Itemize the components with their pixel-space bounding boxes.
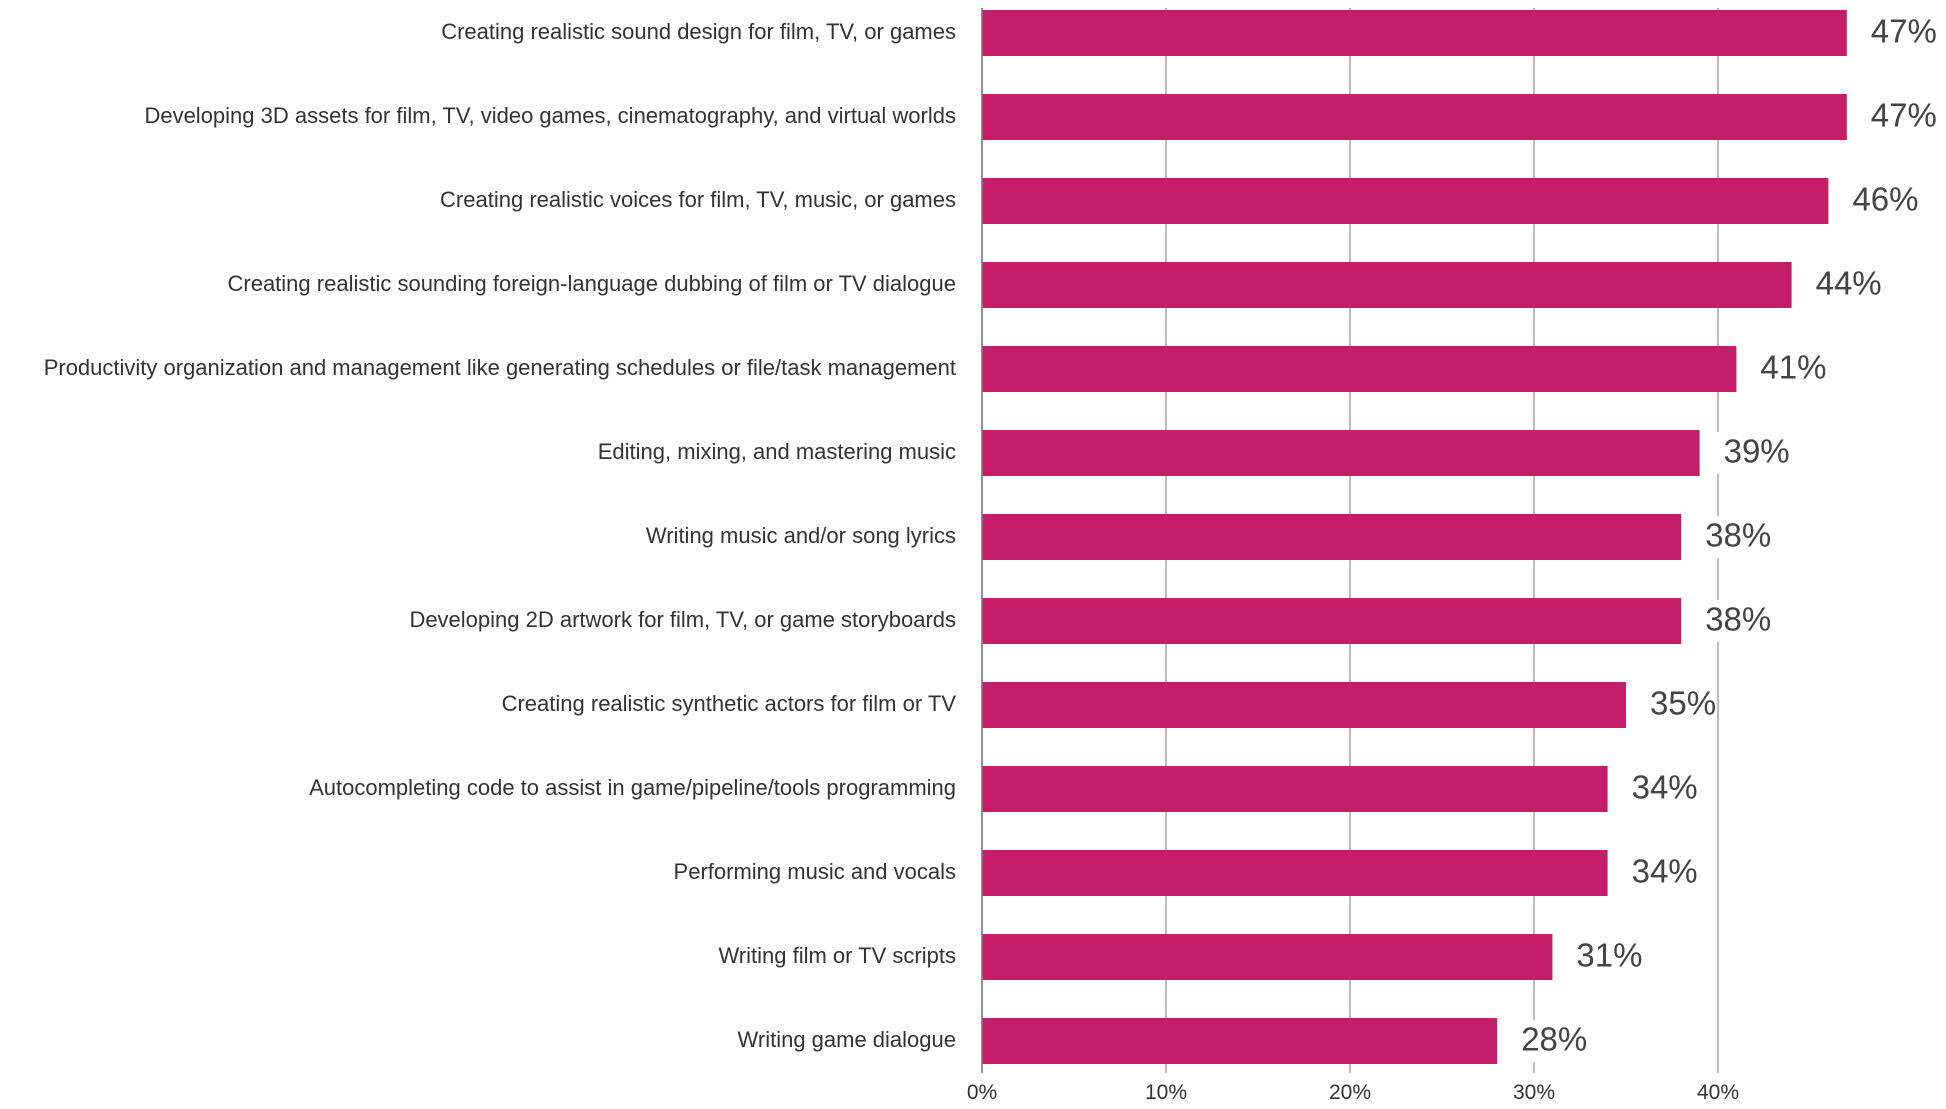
value-label-10: 34% [1632,853,1698,890]
category-label-3: Creating realistic sounding foreign-lang… [228,271,957,296]
x-tick-label-1: 10% [1145,1081,1187,1104]
value-label-11: 31% [1576,937,1642,974]
category-label-6: Writing music and/or song lyrics [646,523,956,548]
bar-12 [982,1018,1498,1064]
bar-8 [982,682,1626,728]
bar-1 [982,94,1847,140]
value-label-3: 44% [1816,265,1882,302]
category-label-11: Writing film or TV scripts [718,943,956,968]
x-tick-label-4: 40% [1697,1081,1739,1104]
category-label-8: Creating realistic synthetic actors for … [502,691,957,716]
value-label-7: 38% [1705,601,1771,638]
category-label-1: Developing 3D assets for film, TV, video… [144,103,956,128]
value-label-8: 35% [1650,685,1716,722]
value-label-bg-7 [1687,600,1768,642]
category-labels: Creating realistic sound design for film… [44,19,957,1052]
value-label-4: 41% [1760,349,1826,386]
value-label-bg-10 [1613,852,1694,894]
value-labels: 47% 47% 46% 44% 41% 39% 38% 38% 35% 34% 34% 31% 28% [1503,12,1937,1062]
value-label-bg-8 [1632,684,1712,726]
bar-3 [982,262,1792,308]
category-label-12: Writing game dialogue [738,1027,957,1052]
value-label-bg-12 [1503,1020,1584,1062]
category-label-2: Creating realistic voices for film, TV, … [440,187,956,212]
value-label-bg-1 [1852,96,1933,138]
category-label-10: Performing music and vocals [674,859,956,884]
bar-6 [982,514,1682,560]
x-tick-label-3: 30% [1513,1081,1555,1104]
category-label-0: Creating realistic sound design for film… [441,19,956,44]
value-label-12: 28% [1521,1021,1587,1058]
value-label-0: 47% [1871,13,1937,50]
bar-5 [982,430,1700,476]
bar-7 [982,598,1682,644]
x-tick-label-2: 20% [1329,1081,1371,1104]
value-label-bg-11 [1558,936,1639,978]
category-label-7: Developing 2D artwork for film, TV, or g… [409,607,956,632]
value-label-bg-3 [1797,264,1878,306]
value-label-bg-4 [1742,348,1823,390]
value-label-bg-2 [1834,180,1915,222]
bar-2 [982,178,1829,224]
value-label-bg-6 [1687,516,1768,558]
value-label-bg-0 [1852,12,1933,54]
value-label-1: 47% [1871,97,1937,134]
bar-9 [982,766,1608,812]
value-label-6: 38% [1705,517,1771,554]
category-label-5: Editing, mixing, and mastering music [598,439,956,464]
value-label-5: 39% [1724,433,1790,470]
value-label-2: 46% [1852,181,1918,218]
x-tick-label-0: 0% [967,1081,997,1104]
bar-11 [982,934,1553,980]
category-label-4: Productivity organization and management… [44,355,956,380]
bars [982,10,1847,1064]
bar-4 [982,346,1737,392]
category-label-9: Autocompleting code to assist in game/pi… [309,775,956,800]
value-label-bg-5 [1705,432,1786,474]
x-tick-labels: 0% 10% 20% 30% 40% [967,1081,1739,1104]
bar-0 [982,10,1847,56]
bar-10 [982,850,1608,896]
value-label-9: 34% [1632,769,1698,806]
value-label-bg-9 [1613,768,1694,810]
